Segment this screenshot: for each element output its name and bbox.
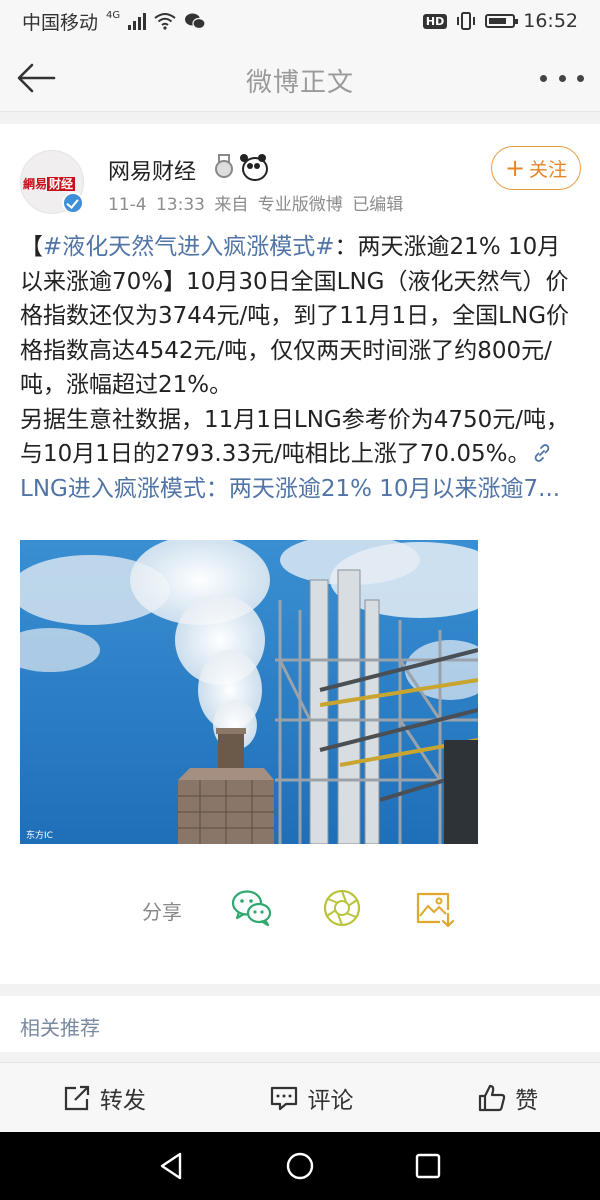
body-paragraph-2: 另据生意社数据，11月1日LNG参考价为4750元/吨，与10月1日的2793.… [20,406,570,468]
repost-icon [64,1085,89,1110]
thumbs-up-icon [479,1084,506,1111]
topic-link[interactable]: #液化天然气进入疯涨模式# [43,234,335,260]
user-badges [212,154,268,181]
nav-bar: 微博正文 [0,42,600,112]
clock: 16:52 [523,10,578,32]
back-arrow-icon[interactable] [12,54,60,102]
post-card: 網易 财经 网易财经 11-4 13:33 来自 专业版微博 已编辑 + 关注 【… [0,124,600,984]
comment-icon [271,1086,298,1110]
related-section[interactable]: 相关推荐 [0,996,600,1052]
body-paragraph-1: 10月30日全国LNG（液化天然气）价格指数还仅为3744元/吨，到了11月1日… [20,268,570,399]
like-button[interactable]: 赞 [477,1081,538,1115]
status-bar: 中国移动 4G HD 16:52 [0,0,600,42]
related-title: 相关推荐 [20,1016,100,1040]
edited-label: 已编辑 [352,195,404,215]
moments-icon[interactable] [320,886,364,930]
carrier-label: 中国移动 [22,11,99,34]
share-label: 分享 [142,900,182,924]
wechat-icon[interactable] [230,886,274,930]
verified-badge-icon [62,192,84,214]
post-text: 【#液化天然气进入疯涨模式#：两天涨逾21% 10月以来涨逾70%】10月30日… [20,230,582,506]
author-name[interactable]: 网易财经 [108,160,197,185]
hd-badge: HD [422,13,448,29]
follow-label: 关注 [529,158,568,181]
post-image[interactable]: 东方IC [20,540,478,844]
avatar-logo: 網易 财经 [23,177,76,191]
follow-button[interactable]: + 关注 [491,146,581,190]
post-source: 来自 专业版微博 [214,195,343,215]
wechat-notification-icon [185,13,206,30]
signal-icon [128,12,147,30]
link-icon [535,444,550,462]
nav-back-triangle-icon[interactable] [156,1150,188,1182]
battery-icon [485,14,519,28]
action-bar: 转发 评论 赞 [0,1062,600,1132]
system-nav-bar [0,1132,600,1200]
bracket-open: 【 [20,234,43,260]
more-dots-icon[interactable] [540,66,584,90]
article-link[interactable]: LNG进入疯涨模式：两天涨逾21% 10月以来涨逾7... [20,441,560,502]
like-label: 赞 [515,1087,539,1114]
medal-icon[interactable] [212,154,233,178]
repost-button[interactable]: 转发 [62,1081,146,1115]
article-link-text: LNG进入疯涨模式：两天涨逾21% 10月以来涨逾7... [20,475,561,502]
share-row: 分享 [0,884,600,934]
wifi-icon [154,13,176,30]
network-type: 4G [106,9,121,21]
image-watermark: 东方IC [26,829,53,841]
save-image-icon[interactable] [412,886,456,930]
nav-recents-square-icon[interactable] [412,1150,444,1182]
page-title: 微博正文 [245,68,354,98]
comment-label: 评论 [307,1087,354,1114]
comment-button[interactable]: 评论 [269,1081,353,1115]
post-meta: 11-4 13:33 来自 专业版微博 已编辑 [108,190,403,215]
vibrate-icon [457,12,476,30]
post-time: 11-4 13:33 [108,195,205,215]
status-right: HD 16:52 [422,10,578,32]
status-left: 中国移动 4G [22,8,206,35]
plus-icon: + [504,154,526,182]
repost-label: 转发 [99,1087,146,1114]
nav-home-circle-icon[interactable] [284,1150,316,1182]
headline: ：两天涨逾21% 10月以来涨逾70%】 [20,234,561,295]
panda-icon[interactable] [240,154,268,181]
